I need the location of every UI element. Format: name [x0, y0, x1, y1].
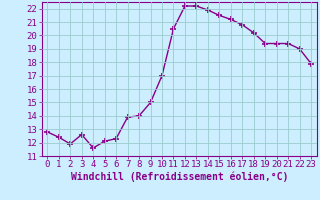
X-axis label: Windchill (Refroidissement éolien,°C): Windchill (Refroidissement éolien,°C) [70, 172, 288, 182]
